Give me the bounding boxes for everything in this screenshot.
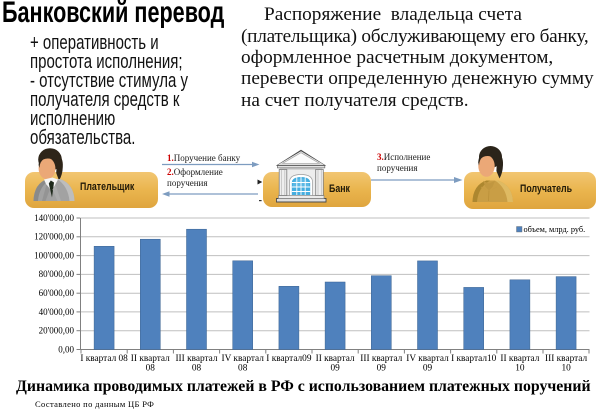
svg-text:IV квартал09: IV квартал 09 (406, 354, 449, 374)
svg-text:40'000,00: 40'000,00 (39, 307, 75, 317)
svg-text:120'000,00: 120'000,00 (34, 232, 74, 242)
svg-text:III квартал10: III квартал 10 (545, 354, 587, 374)
svg-text:100'000,00: 100'000,00 (34, 250, 74, 260)
svg-text:140'000,00: 140'000,00 (34, 213, 74, 223)
svg-text:I квартал10: I квартал10 (451, 354, 497, 364)
svg-text:0,00: 0,00 (58, 344, 74, 354)
svg-text:II квартал10: II квартал 10 (500, 354, 539, 374)
svg-text:I квартал 08: I квартал 08 (80, 354, 128, 364)
svg-text:20'000,00: 20'000,00 (39, 326, 75, 336)
svg-text:III квартал09: III квартал 09 (360, 354, 402, 374)
svg-text:80'000,00: 80'000,00 (39, 269, 75, 279)
svg-text:60'000,00: 60'000,00 (39, 288, 75, 298)
svg-text:объем, млрд. руб.: объем, млрд. руб. (524, 225, 586, 234)
svg-text:I квартал09: I квартал09 (266, 354, 312, 364)
svg-text:II квартал09: II квартал 09 (316, 354, 355, 374)
